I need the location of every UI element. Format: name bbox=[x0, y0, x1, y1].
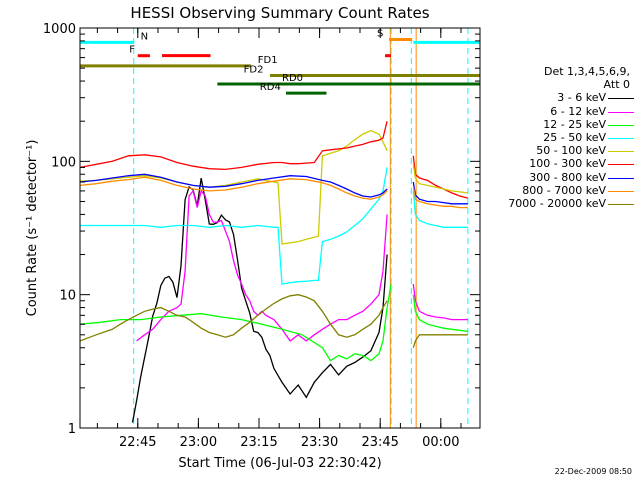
x-tick-label-5: 00:00 bbox=[422, 435, 459, 450]
legend-label: 100 - 300 keV bbox=[529, 157, 606, 171]
y-axis-label: Count Rate (s⁻¹ detector⁻¹) bbox=[25, 140, 40, 317]
legend-swatch bbox=[608, 124, 634, 126]
legend-item: 100 - 300 keV bbox=[486, 157, 636, 170]
legend-label: 300 - 800 keV bbox=[529, 170, 606, 184]
x-tick-label-2: 23:15 bbox=[240, 435, 277, 450]
series-line-3 bbox=[80, 167, 388, 285]
y-tick-label-2: 100 bbox=[51, 155, 76, 170]
y-tick-label-1: 10 bbox=[59, 289, 76, 304]
legend-label: 6 - 12 keV bbox=[550, 104, 606, 118]
legend-swatch bbox=[608, 137, 634, 139]
y-tick-label-3: 1000 bbox=[43, 22, 76, 37]
series-line-4 bbox=[80, 129, 388, 245]
x-tick-label-1: 23:00 bbox=[180, 435, 217, 450]
legend-swatch bbox=[608, 111, 634, 113]
x-tick-label-4: 23:45 bbox=[361, 435, 398, 450]
legend-item: 3 - 6 keV bbox=[486, 91, 636, 104]
series-tail-6 bbox=[412, 294, 468, 333]
series-tail-2 bbox=[412, 181, 468, 205]
legend-title-2: Att 0 bbox=[603, 78, 630, 92]
flag-label-0: N bbox=[141, 31, 148, 42]
legend-item: 7000 - 20000 keV bbox=[486, 197, 636, 210]
series-tail-1 bbox=[412, 164, 468, 194]
series-line-0 bbox=[131, 177, 388, 423]
legend-swatch bbox=[608, 177, 634, 179]
series-line-8 bbox=[80, 294, 388, 342]
y-tick-label-0: 1 bbox=[68, 422, 76, 437]
series-tail-7 bbox=[412, 334, 468, 348]
flag-label-3: FD1 bbox=[258, 55, 278, 66]
series-tail-5 bbox=[412, 284, 468, 321]
timestamp: 22-Dec-2009 08:50 bbox=[554, 467, 632, 476]
plot-frame bbox=[79, 27, 481, 429]
series-tail-4 bbox=[412, 190, 468, 228]
legend-label: 12 - 25 keV bbox=[543, 117, 606, 131]
series-line-7 bbox=[80, 176, 388, 200]
legend-item: 6 - 12 keV bbox=[486, 105, 636, 118]
legend-swatch bbox=[608, 190, 634, 192]
flag-label-6: RD4 bbox=[260, 82, 281, 93]
legend-label: 7000 - 20000 keV bbox=[508, 196, 606, 210]
series-line-2 bbox=[80, 283, 392, 362]
flag-label-4: FD2 bbox=[244, 65, 264, 76]
flag-label-5: RD0 bbox=[282, 73, 303, 84]
legend-label: 50 - 100 keV bbox=[536, 144, 606, 158]
series-line-1 bbox=[136, 189, 388, 342]
legend-item: 800 - 7000 keV bbox=[486, 184, 636, 197]
legend-label: 25 - 50 keV bbox=[543, 130, 606, 144]
legend-label: 3 - 6 keV bbox=[557, 91, 606, 105]
legend-swatch bbox=[608, 151, 634, 153]
x-tick-label-3: 23:30 bbox=[301, 435, 338, 450]
x-tick-label-0: 22:45 bbox=[119, 435, 156, 450]
series-line-6 bbox=[80, 173, 388, 198]
x-axis-label: Start Time (06-Jul-03 22:30:42) bbox=[178, 456, 381, 471]
legend-item: 300 - 800 keV bbox=[486, 171, 636, 184]
legend-item: 25 - 50 keV bbox=[486, 131, 636, 144]
chart-title: HESSI Observing Summary Count Rates bbox=[130, 4, 429, 22]
legend-label: 800 - 7000 keV bbox=[522, 183, 606, 197]
flag-label-2: F bbox=[129, 45, 135, 56]
series-tail-3 bbox=[412, 186, 468, 209]
legend: Det 1,3,4,5,6,9, Att 0 3 - 6 keV 6 - 12 k… bbox=[486, 65, 636, 210]
legend-item: 12 - 25 keV bbox=[486, 118, 636, 131]
legend-swatch bbox=[608, 98, 634, 100]
legend-title-1: Det 1,3,4,5,6,9, bbox=[543, 65, 630, 78]
legend-item: 50 - 100 keV bbox=[486, 144, 636, 157]
legend-swatch bbox=[608, 164, 634, 166]
legend-swatch bbox=[608, 203, 634, 205]
series-tail-0 bbox=[412, 155, 469, 199]
series-line-5 bbox=[80, 121, 388, 171]
